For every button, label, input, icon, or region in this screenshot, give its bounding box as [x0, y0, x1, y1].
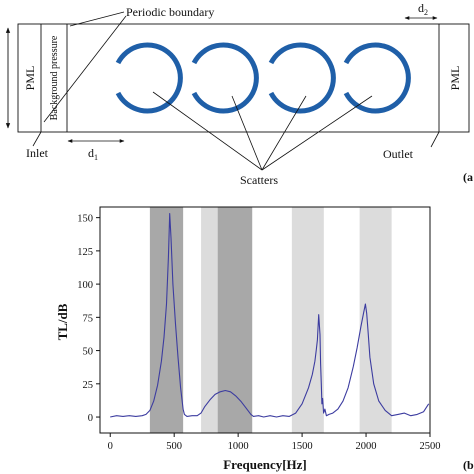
- y-tick-label-125: 125: [77, 247, 93, 258]
- x-tick-label-2000: 2000: [356, 441, 377, 452]
- y-tick-label-100: 100: [77, 280, 93, 291]
- y-ticks: 0 25 50 75 100 125 150: [77, 214, 100, 424]
- panel-b-chart: 0 500 1000 1500 2000 2500 0 25 50 75 100 125 150 TL…: [55, 206, 474, 472]
- panel-a-schematic: PML Background pressure PML Periodic bou…: [5, 1, 473, 187]
- scatterers: [115, 42, 411, 114]
- stopband-2: [201, 207, 218, 433]
- y-axis-title: TL/dB: [55, 303, 70, 340]
- periodic-boundary-leader-1: [69, 11, 125, 27]
- tl-curve-1: [110, 213, 430, 418]
- outlet-leader: [430, 131, 440, 148]
- y-tick-label-150: 150: [77, 214, 93, 225]
- stopband-3: [217, 207, 253, 433]
- scatters-leader-3: [261, 95, 307, 171]
- plot-frame: [99, 206, 431, 434]
- background-pressure-label: Background pressure: [49, 35, 60, 120]
- x-tick-label-500: 500: [166, 441, 182, 452]
- x-tick-label-2500: 2500: [420, 441, 441, 452]
- scatterer-3: [268, 42, 336, 114]
- stopband-1: [149, 207, 184, 433]
- scatterer-2: [191, 42, 259, 114]
- scatterer-1: [115, 42, 183, 114]
- scatters-label: Scatters: [240, 173, 278, 187]
- stopband-5: [359, 207, 392, 433]
- x-tick-label-1000: 1000: [228, 441, 249, 452]
- plot-lines: [110, 213, 430, 418]
- panel-a-label: (a: [463, 170, 473, 184]
- y-tick-label-50: 50: [83, 347, 94, 358]
- d2-label: d2: [418, 1, 428, 17]
- periodic-boundary-leader-2: [43, 15, 127, 123]
- y-tick-label-0: 0: [88, 413, 93, 424]
- y-tick-label-75: 75: [83, 313, 94, 324]
- inlet-label: Inlet: [26, 146, 49, 160]
- scatters-leader-4: [261, 95, 373, 171]
- d1-label: d1: [88, 146, 98, 162]
- stopbands: [149, 207, 392, 433]
- scatters-leader-2: [231, 95, 263, 171]
- pml-left-label: PML: [23, 66, 37, 91]
- panel-b-label: (b: [463, 458, 474, 472]
- pml-right-label: PML: [448, 66, 462, 91]
- y-tick-label-25: 25: [83, 380, 94, 391]
- x-ticks: 0 500 1000 1500 2000 2500: [108, 433, 441, 452]
- x-tick-label-0: 0: [108, 441, 113, 452]
- outlet-label: Outlet: [383, 147, 414, 161]
- x-tick-label-1500: 1500: [292, 441, 313, 452]
- scatterer-4: [343, 42, 411, 114]
- inlet-leader: [32, 131, 42, 147]
- x-axis-title: Frequency[Hz]: [223, 457, 307, 472]
- periodic-boundary-label: Periodic boundary: [126, 5, 214, 19]
- waveguide-domain: [17, 23, 470, 133]
- scatters-leader-1: [152, 91, 263, 171]
